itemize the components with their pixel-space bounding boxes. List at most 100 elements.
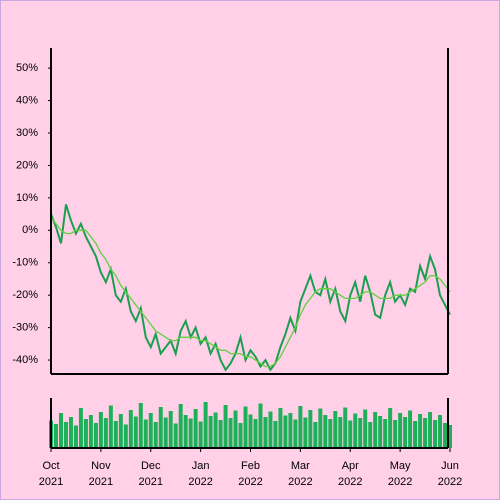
volume-bar [158, 407, 163, 448]
x-tick-label: Oct 2021 [39, 460, 63, 488]
volume-bar [128, 410, 133, 448]
volume-bar [63, 422, 68, 448]
volume-bar [323, 415, 328, 448]
volume-bar [328, 419, 333, 448]
line [50, 204, 451, 372]
volume-bar [353, 413, 358, 448]
x-tick-label-line: 2022 [438, 476, 462, 488]
volume-bar [88, 415, 93, 448]
volume-bar [78, 408, 83, 448]
volume-bar [348, 420, 353, 448]
y-tick-label: 30% [16, 127, 38, 139]
x-tick-label-line: 2022 [388, 476, 412, 488]
volume-bar [253, 419, 258, 448]
y-tick-label: 50% [16, 62, 38, 74]
volume-bar [53, 424, 58, 448]
volume-bar [358, 418, 363, 448]
y-tick-label: -10% [12, 257, 38, 269]
volume-bar [123, 424, 128, 448]
x-tick-label: Nov 2021 [89, 460, 113, 488]
volume-bar [178, 404, 183, 448]
volume-bar [438, 415, 443, 448]
volume-bar [183, 415, 188, 448]
volume-bar [168, 411, 173, 448]
volume-bar [338, 417, 343, 448]
volume-bar [133, 416, 138, 448]
x-tick-label: Feb 2022 [238, 460, 262, 488]
x-tick-label-line: Jan [192, 460, 210, 472]
x-tick-label-line: Feb [241, 460, 260, 472]
x-tick-label: Mar 2022 [288, 460, 312, 488]
volume-bar [198, 421, 203, 448]
x-tick-label-line: Jun [441, 460, 459, 472]
volume-bar [208, 416, 213, 448]
y-tick-label: -20% [12, 289, 38, 301]
volume-bar [118, 414, 123, 448]
volume-bar [83, 419, 88, 448]
volume-bar [368, 422, 373, 448]
x-tick-label: May 2022 [388, 460, 412, 488]
x-tick-label: Jan 2022 [188, 460, 212, 488]
x-tick-label-line: 2021 [139, 476, 163, 488]
volume-bar [58, 413, 63, 448]
x-tick-label-line: Oct [42, 460, 59, 472]
volume-bar [238, 423, 243, 448]
x-tick-label-line: 2022 [338, 476, 362, 488]
y-tick-label: 20% [16, 159, 38, 171]
volume-bar [103, 418, 108, 448]
x-tick-label: Dec 2021 [139, 460, 163, 488]
y-tick-label: 10% [16, 192, 38, 204]
volume-bar [408, 410, 413, 448]
x-tick-label-line: 2021 [39, 476, 63, 488]
x-tick-label-line: 2021 [89, 476, 113, 488]
volume-bar [203, 402, 208, 448]
x-tick-label-line: May [390, 460, 411, 472]
volume-bar [228, 418, 233, 448]
volume-bar [233, 410, 238, 448]
volume-bar [308, 410, 313, 448]
volume-bar [143, 419, 148, 448]
volume-bar [278, 408, 283, 448]
volume-bar [388, 408, 393, 448]
volume-bar [188, 418, 193, 448]
volume-bar [443, 423, 448, 448]
volume-bar [68, 417, 73, 448]
x-tick-label: Apr 2022 [338, 460, 362, 488]
volume-bar [298, 406, 303, 448]
volume-bar [263, 417, 268, 448]
volume-bar [243, 406, 248, 448]
volume-bar [383, 419, 388, 448]
x-tick-label-line: 2022 [288, 476, 312, 488]
volume-bar [403, 417, 408, 448]
volume-bar [283, 415, 288, 448]
volume-bar [428, 412, 433, 448]
volume-bar [423, 418, 428, 448]
volume-bar [418, 414, 423, 448]
y-tick-label: 0% [22, 224, 38, 236]
volume-bar [148, 413, 153, 448]
volume-bar [173, 423, 178, 448]
volume-bar [313, 422, 318, 448]
y-tick-label: -40% [12, 354, 38, 366]
volume-bar [213, 412, 218, 448]
volume-bar [108, 405, 113, 448]
volume-bar [268, 411, 273, 448]
volume-bar [363, 409, 368, 448]
volume-bar [138, 403, 143, 448]
x-tick-label-line: 2022 [188, 476, 212, 488]
volume-bar [218, 420, 223, 448]
volume-bar [343, 407, 348, 448]
volume-bar [288, 413, 293, 448]
x-tick-label-line: 2022 [238, 476, 262, 488]
volume-bar [73, 425, 78, 448]
volume-bar [303, 417, 308, 448]
x-tick-label-line: Apr [342, 460, 359, 472]
volume-bar [113, 421, 118, 448]
volume-bar [378, 416, 383, 448]
y-tick-label: 40% [16, 94, 38, 106]
volume-bar [193, 409, 198, 448]
volume-bar [248, 414, 253, 448]
x-tick-label: Jun 2022 [438, 460, 462, 488]
line [50, 216, 451, 368]
